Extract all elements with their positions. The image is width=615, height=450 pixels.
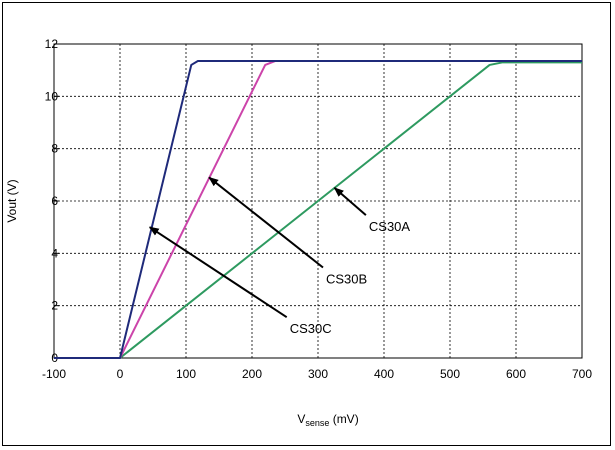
x-tick-label: 300 [308,367,328,381]
y-tick-label: 8 [51,142,58,156]
annotation-arrow [333,187,367,216]
series-group [54,60,582,359]
y-tick-label: 12 [45,37,59,51]
y-tick-label: 6 [51,194,58,208]
x-tick-label: 500 [440,367,460,381]
x-tick-label: 200 [242,367,262,381]
annotation-label: CS30A [369,219,411,234]
x-tick-label: 0 [117,367,124,381]
x-tick-label: 100 [176,367,196,381]
x-tick-label: 600 [506,367,526,381]
annotation-arrow [148,226,288,319]
annotations: CS30A CS30B CS30C [148,176,411,336]
y-tick-label: 2 [51,299,58,313]
annotation-label: CS30B [326,272,367,287]
y-tick-label: 10 [45,89,59,103]
x-axis-label-unit: (mV) [329,412,358,426]
annotation-label: CS30C [290,321,332,336]
x-tick-labels: -100 0 100 200 300 400 500 600 700 [42,367,592,381]
x-axis-label-sub: sense [305,418,329,428]
chart-frame [2,2,611,446]
x-tick-label: 400 [374,367,394,381]
y-tick-label: 4 [51,246,58,260]
series-line-cs30c [54,60,582,359]
x-tick-label: -100 [42,367,66,381]
x-axis-label: Vsense (mV) [297,412,358,428]
y-axis-label: Vout (V) [5,179,19,222]
x-axis-label-main: V [297,412,305,426]
annotation-arrow [208,176,324,269]
x-tick-label: 700 [572,367,592,381]
